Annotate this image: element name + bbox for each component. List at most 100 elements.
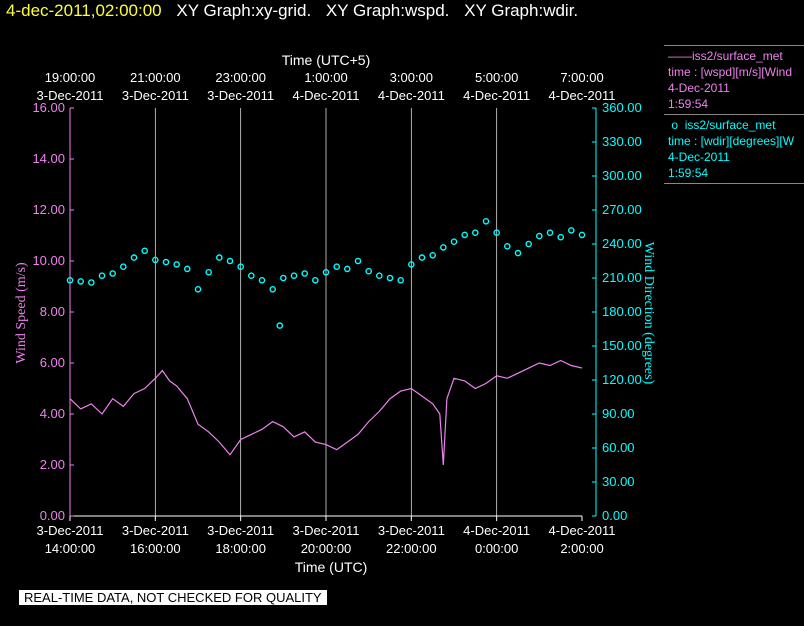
y-right-tick-label: 330.00 [602, 134, 642, 149]
wdir-point [205, 268, 212, 276]
tick-labels-layer: 3-Dec-2011 14:00:00 3-Dec-2011 16:00:00 3-De… [32, 70, 641, 556]
wdir-point [397, 276, 405, 284]
legend-line-marker: —— [668, 49, 692, 63]
wdir-point [439, 244, 447, 251]
y-right-tick-label: 90.00 [602, 406, 635, 421]
wdir-point [183, 265, 191, 273]
wdir-point [66, 276, 74, 284]
wdir-point [536, 232, 543, 240]
legend-entry-wspd: ——iss2/surface_met time : [wspd][m/s][Wi… [664, 45, 804, 114]
wdir-point [141, 247, 148, 255]
x-bottom-tick-time: 18:00:00 [215, 541, 266, 556]
wdir-point [237, 263, 244, 271]
legend-variable-wdir: time : [wdir][degrees][W [668, 134, 795, 148]
x-bottom-tick-time: 20:00:00 [301, 541, 352, 556]
x-axis-bottom-label: Time (UTC) [295, 559, 368, 575]
y-left-tick-label: 14.00 [32, 151, 65, 166]
wdir-point [482, 217, 490, 225]
x-top-tick-date: 4-Dec-2011 [463, 88, 530, 103]
chart-header: 4-dec-2011,02:00:00 XY Graph:xy-grid. XY… [6, 1, 578, 21]
y-left-tick-label: 4.00 [40, 406, 65, 421]
wdir-point [120, 263, 127, 271]
data-layer [66, 217, 586, 466]
x-top-tick-time: 7:00:00 [560, 70, 603, 85]
wdir-point [322, 268, 330, 276]
y-left-tick-label: 16.00 [32, 100, 65, 115]
y-left-tick-label: 10.00 [32, 253, 65, 268]
x-top-tick-time: 21:00:00 [130, 70, 181, 85]
legend-title-wspd: ——iss2/surface_met [668, 48, 804, 64]
y-right-tick-label: 60.00 [602, 440, 635, 455]
wdir-point [311, 276, 319, 284]
x-bottom-tick-date: 3-Dec-2011 [378, 523, 445, 538]
y-left-tick-label: 2.00 [40, 457, 65, 472]
wdir-point [407, 261, 415, 268]
wdir-point [226, 257, 234, 265]
graph-name-wdir: XY Graph:wdir. [464, 1, 579, 20]
quality-warning: REAL-TIME DATA, NOT CHECKED FOR QUALITY [19, 590, 327, 605]
wdir-point [471, 229, 479, 236]
wdir-point [162, 258, 170, 266]
legend-source-wspd: iss2/surface_met [692, 49, 783, 63]
x-bottom-tick-date: 4-Dec-2011 [549, 523, 616, 538]
x-bottom-tick-date: 3-Dec-2011 [293, 523, 360, 538]
x-top-tick-date: 4-Dec-2011 [293, 88, 360, 103]
x-bottom-tick-time: 22:00:00 [386, 541, 437, 556]
x-top-tick-time: 1:00:00 [304, 70, 347, 85]
wdir-point [365, 267, 373, 275]
x-bottom-tick-date: 4-Dec-2011 [463, 523, 530, 538]
wdir-point [546, 229, 554, 236]
graph-name-xy-grid: XY Graph:xy-grid. [176, 1, 312, 20]
y-left-tick-label: 0.00 [40, 508, 65, 523]
grid-layer [154, 108, 498, 516]
x-bottom-tick-time: 2:00:00 [560, 541, 603, 556]
x-bottom-tick-date: 3-Dec-2011 [122, 523, 189, 538]
x-top-tick-date: 3-Dec-2011 [37, 88, 104, 103]
wdir-point [247, 272, 255, 280]
legend-time-wspd: 1:59:54 [668, 97, 709, 111]
wdir-point [269, 285, 277, 293]
wdir-point [343, 265, 351, 273]
wdir-point [418, 254, 426, 261]
y-right-tick-label: 150.00 [602, 338, 642, 353]
legend-title-wdir: o iss2/surface_met [668, 117, 804, 133]
wdir-point [194, 285, 202, 293]
legend-entry-wdir: o iss2/surface_met time : [wdir][degrees… [664, 114, 804, 184]
header-timestamp: 4-dec-2011,02:00:00 [6, 1, 162, 20]
x-bottom-tick-time: 14:00:00 [45, 541, 96, 556]
wdir-point [461, 231, 469, 239]
y-axis-right-label: Wind Direction (degrees) [641, 242, 656, 385]
wdir-point [503, 242, 511, 250]
y-right-tick-label: 300.00 [602, 168, 642, 183]
x-top-tick-time: 5:00:00 [475, 70, 518, 85]
x-top-tick-date: 4-Dec-2011 [378, 88, 445, 103]
wdir-point [514, 249, 522, 257]
wdir-point [98, 272, 106, 280]
y-left-tick-label: 8.00 [40, 304, 65, 319]
y-right-tick-label: 30.00 [602, 474, 635, 489]
wdir-point [109, 270, 116, 277]
x-top-tick-date: 3-Dec-2011 [122, 88, 189, 103]
axes-layer [69, 107, 597, 521]
y-right-tick-label: 180.00 [602, 304, 642, 319]
y-right-tick-label: 210.00 [602, 270, 642, 285]
x-bottom-tick-time: 0:00:00 [475, 541, 518, 556]
wdir-point [568, 227, 575, 234]
wdir-point [130, 254, 138, 261]
wdir-point [450, 238, 458, 245]
wdir-point [354, 257, 362, 265]
legend-date-wspd: 4-Dec-2011 [668, 81, 730, 95]
y-right-tick-label: 0.00 [602, 508, 627, 523]
wdir-point [173, 261, 180, 268]
x-top-tick-time: 3:00:00 [390, 70, 433, 85]
x-top-tick-date: 4-Dec-2011 [549, 88, 616, 103]
x-bottom-tick-date: 3-Dec-2011 [207, 523, 274, 538]
y-right-tick-label: 270.00 [602, 202, 642, 217]
legend-date-wdir: 4-Dec-2011 [668, 150, 730, 164]
wdir-point [578, 231, 586, 239]
legend-variable-wspd: time : [wspd][m/s][Wind [668, 65, 793, 79]
x-bottom-tick-date: 3-Dec-2011 [37, 523, 104, 538]
wdir-point [301, 270, 309, 277]
wspd-series-line [69, 359, 583, 466]
